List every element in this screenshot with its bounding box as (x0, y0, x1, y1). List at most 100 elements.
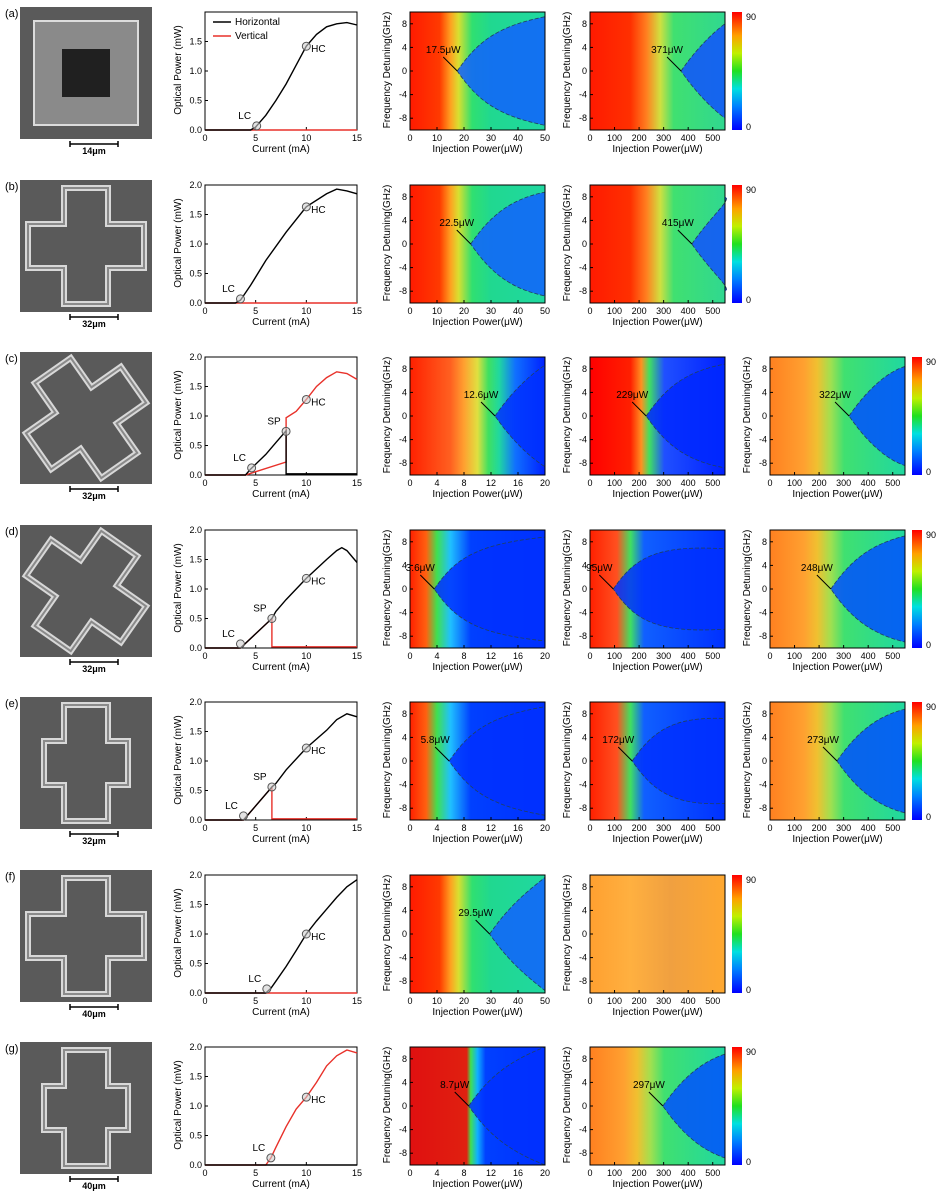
x-tick-label: 5 (253, 823, 258, 833)
x-tick-label: 5 (253, 1168, 258, 1178)
x-tick-label: 20 (459, 996, 469, 1006)
x-tick-label: 8 (461, 651, 466, 661)
y-tick-label: 8 (582, 709, 587, 719)
map-chart: 0 100 200 300 400 500 8 4 0 -4 -8 Injection Power(μ… (562, 529, 726, 673)
y-axis-label: Frequency Detuning(GHz) (382, 530, 393, 647)
marker-label: LC (252, 1143, 265, 1154)
x-tick-label: 300 (656, 133, 671, 143)
x-tick-label: 400 (681, 823, 696, 833)
marker-label: LC (233, 453, 246, 464)
map-chart: 0 4 8 12 16 20 8 4 0 -4 -8 Injection Power(μW) Frequ… (382, 1046, 550, 1190)
locking-region (837, 709, 905, 813)
y-tick-label: 4 (582, 215, 587, 225)
locking-boundary (489, 876, 546, 992)
y-tick-label: 1.0 (189, 929, 202, 939)
y-tick-label: 2.0 (189, 180, 202, 190)
x-tick-label: 500 (705, 651, 720, 661)
x-axis-label: Injection Power(μW) (432, 1179, 522, 1190)
colorbar (732, 875, 742, 993)
x-tick-label: 0 (407, 133, 412, 143)
row-label: (d) (5, 526, 18, 538)
y-axis-label: Frequency Detuning(GHz) (562, 185, 573, 302)
x-tick-label: 16 (513, 1168, 523, 1178)
marker-hc (301, 1092, 311, 1102)
threshold-arrow (834, 401, 850, 417)
y-tick-label: 8 (402, 709, 407, 719)
x-axis-label: Injection Power(μW) (432, 1007, 522, 1018)
y-tick-label: 8 (582, 19, 587, 29)
x-tick-label: 0 (202, 1168, 207, 1178)
colorbar-min: 0 (746, 1157, 751, 1167)
panel-row-e: (e) 32μm 0 5 10 15 0.0 0.5 1.0 1.5 2.0 Current (mA)… (5, 697, 936, 846)
y-tick-label: 0 (582, 929, 587, 939)
x-tick-label: 0 (767, 823, 772, 833)
x-axis-label: Current (mA) (252, 489, 310, 500)
y-tick-label: 1.0 (189, 239, 202, 249)
y-tick-label: 1.5 (189, 727, 202, 737)
row-label: (a) (5, 8, 18, 20)
y-tick-label: 8 (582, 882, 587, 892)
y-tick-label: -8 (579, 803, 587, 813)
y-axis-label: Optical Power (mW) (173, 25, 184, 114)
x-tick-label: 0 (407, 823, 412, 833)
x-tick-label: 0 (202, 306, 207, 316)
marker-lc (239, 811, 249, 821)
locking-region (468, 1047, 545, 1165)
x-axis-label: Current (mA) (252, 1179, 310, 1190)
marker-label: LC (225, 801, 238, 812)
locking-region (489, 877, 545, 991)
scale-label: 14μm (82, 146, 106, 156)
li-chart: 0 5 10 15 0.0 0.5 1.0 1.5 2.0 Current (mA) Optical… (173, 1042, 362, 1190)
y-tick-label: 8 (582, 364, 587, 374)
marker-lc (252, 121, 262, 131)
y-tick-label: 4 (402, 732, 407, 742)
series-horizontal (205, 713, 358, 821)
marker-hc (301, 41, 311, 51)
colorbar-max: 90 (746, 12, 756, 22)
colorbar-min: 0 (926, 640, 931, 650)
y-axis-label: Frequency Detuning(GHz) (562, 12, 573, 129)
y-tick-label: 0 (762, 411, 767, 421)
sem-structure (21, 526, 151, 656)
y-tick-label: 0 (582, 584, 587, 594)
x-axis-label: Injection Power(μW) (792, 662, 882, 673)
li-chart: 0 5 10 15 0.0 0.5 1.0 1.5 2.0 Current (mA) Optical… (173, 352, 362, 500)
y-tick-label: -4 (579, 435, 587, 445)
li-plot-area (204, 529, 358, 649)
marker-label: HC (311, 932, 325, 943)
map-chart: 0 100 200 300 400 500 8 4 0 -4 -8 Injection Power(μ… (742, 356, 906, 500)
li-chart: 0 5 10 15 0.0 0.5 1.0 1.5 Current (mA) Optical Po… (173, 11, 362, 155)
y-tick-label: -4 (759, 608, 767, 618)
sem-structure (33, 20, 139, 126)
x-tick-label: 400 (681, 1168, 696, 1178)
scale-label: 32μm (82, 836, 106, 846)
y-tick-label: 4 (402, 560, 407, 570)
y-tick-label: 0 (402, 929, 407, 939)
locking-boundary (848, 365, 906, 467)
x-tick-label: 0 (407, 651, 412, 661)
x-tick-label: 100 (607, 478, 622, 488)
x-tick-label: 0 (767, 651, 772, 661)
x-tick-label: 40 (513, 306, 523, 316)
x-tick-label: 0 (587, 133, 592, 143)
marker-sp (267, 614, 277, 623)
li-chart: 0 5 10 15 0.0 0.5 1.0 1.5 2.0 Current (mA) Optical… (173, 870, 362, 1018)
x-tick-label: 200 (812, 478, 827, 488)
x-tick-label: 0 (587, 478, 592, 488)
y-tick-label: -8 (579, 1148, 587, 1158)
x-tick-label: 4 (434, 1168, 439, 1178)
y-tick-label: 0 (582, 1101, 587, 1111)
y-tick-label: 0.0 (189, 1160, 202, 1170)
y-tick-label: 1.0 (189, 66, 202, 76)
x-tick-label: 500 (705, 478, 720, 488)
x-tick-label: 0 (407, 478, 412, 488)
x-tick-label: 400 (681, 996, 696, 1006)
x-tick-label: 100 (607, 996, 622, 1006)
colorbar (732, 1047, 742, 1165)
y-tick-label: 0.0 (189, 470, 202, 480)
x-axis-label: Injection Power(μW) (612, 489, 702, 500)
y-tick-label: 8 (402, 192, 407, 202)
colorbar-min: 0 (746, 295, 751, 305)
x-tick-label: 0 (202, 823, 207, 833)
map-chart: 0 100 200 300 400 500 8 4 0 -4 -8 Injection Power(μ… (562, 11, 726, 155)
